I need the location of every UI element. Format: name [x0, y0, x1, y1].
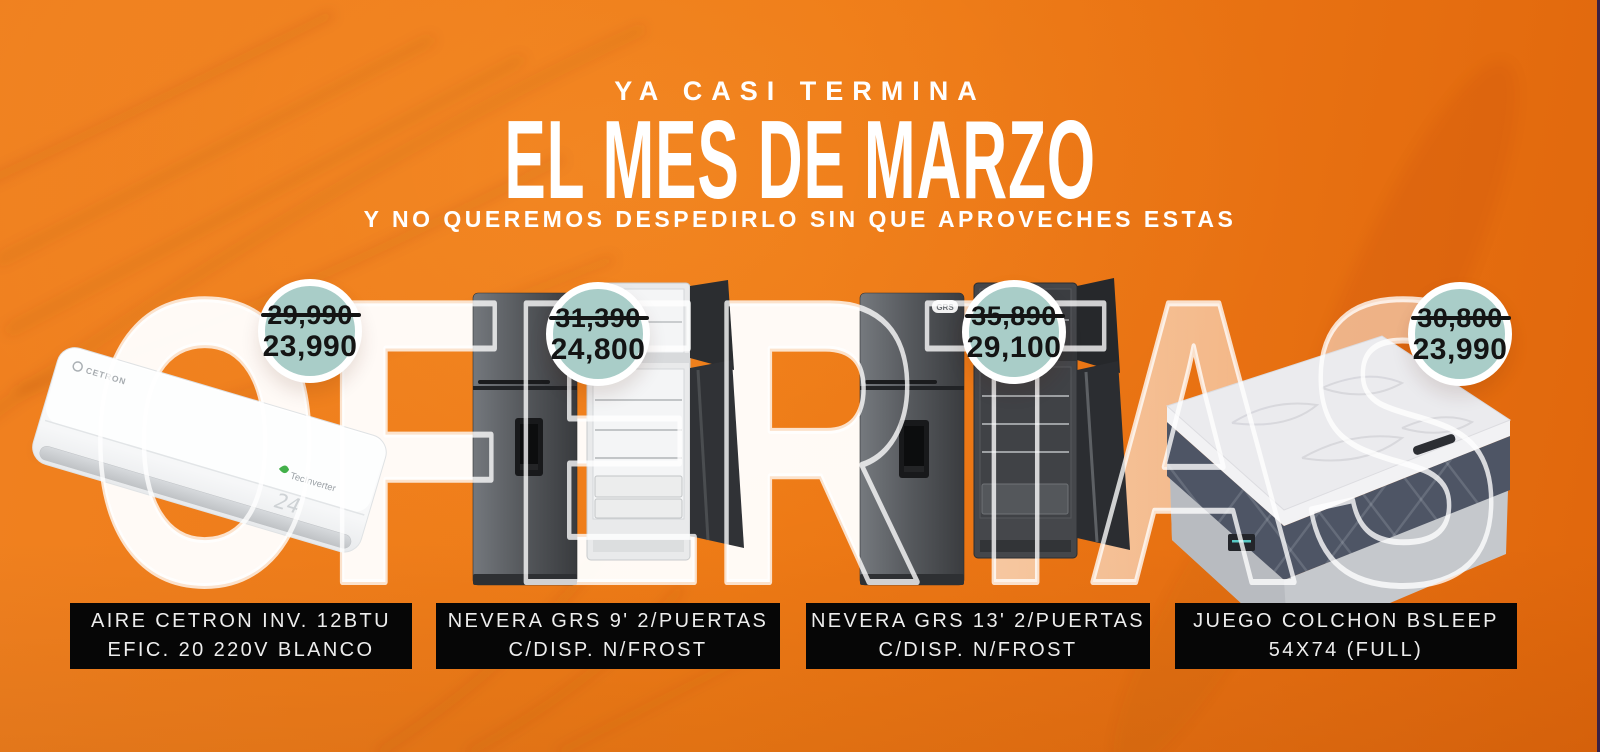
- old-price: 30,800: [1411, 302, 1511, 333]
- price-badge-refrigerator-9: 31,390 24,800: [546, 282, 650, 386]
- product-name-line: C/DISP. N/FROST: [508, 639, 708, 661]
- grs-brand-badge: [932, 300, 958, 313]
- fridge-closed: GRS: [859, 292, 965, 586]
- product-label-mattress: JUEGO COLCHON BSLEEP 54X74 (FULL): [1175, 603, 1517, 669]
- leaf-icon: [278, 465, 290, 474]
- product-name-line: C/DISP. N/FROST: [878, 639, 1078, 661]
- new-price: 29,100: [966, 330, 1062, 364]
- price-badge-refrigerator-13: 35,890 29,100: [962, 280, 1066, 384]
- price-badge-air-conditioner: 29,990 23,990: [258, 279, 362, 383]
- new-price: 23,990: [262, 329, 358, 363]
- grs-logo-text: GRS: [936, 303, 954, 312]
- new-price: 23,990: [1412, 332, 1508, 366]
- new-price: 24,800: [550, 332, 646, 366]
- old-price: 29,990: [261, 299, 361, 330]
- price-badge-mattress: 30,800 23,990: [1408, 282, 1512, 386]
- old-price: 35,890: [965, 300, 1065, 331]
- product-name-line: JUEGO COLCHON BSLEEP: [1193, 610, 1499, 632]
- old-price: 31,390: [549, 302, 649, 333]
- freezer-door-open: [690, 280, 734, 370]
- product-name-line: EFIC. 20 220V BLANCO: [107, 639, 375, 661]
- product-label-refrigerator-9: NEVERA GRS 9' 2/PUERTAS C/DISP. N/FROST: [436, 603, 780, 669]
- fridge-door-open: [690, 360, 744, 548]
- product-name-line: 54X74 (FULL): [1268, 639, 1424, 661]
- product-name-line: AIRE CETRON INV. 12BTU: [91, 610, 391, 632]
- product-name-line: NEVERA GRS 13' 2/PUERTAS: [810, 610, 1146, 632]
- product-label-air-conditioner: AIRE CETRON INV. 12BTU EFIC. 20 220V BLA…: [70, 603, 412, 669]
- right-edge-strip: [1597, 0, 1600, 752]
- mattress-tag: [1228, 534, 1255, 551]
- freezer-door-open: [1077, 278, 1120, 373]
- product-label-refrigerator-13: NEVERA GRS 13' 2/PUERTAS C/DISP. N/FROST: [806, 603, 1150, 669]
- product-name-line: NEVERA GRS 9' 2/PUERTAS: [447, 610, 769, 632]
